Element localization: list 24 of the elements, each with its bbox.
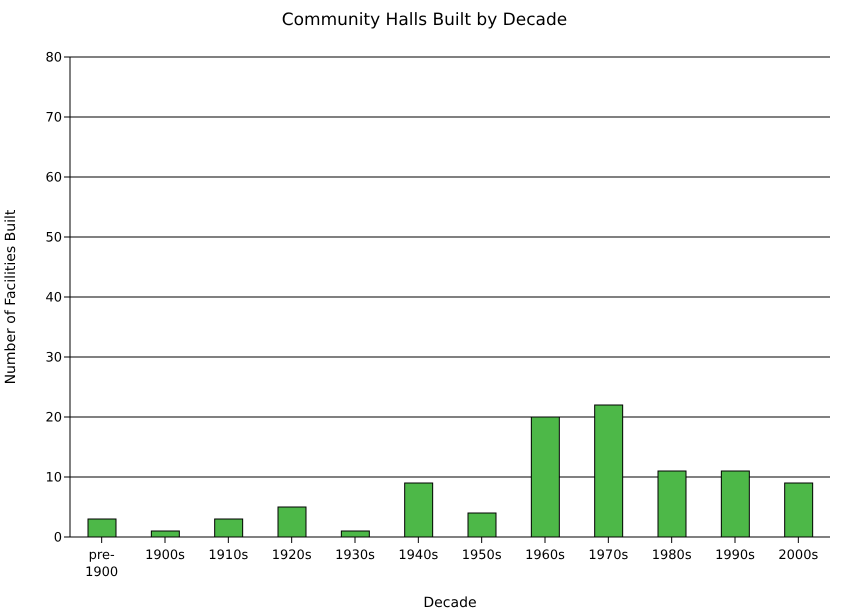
x-tick-label: 1920s [272, 548, 312, 563]
x-tick-label: pre-1900 [85, 548, 118, 580]
x-tick-label: 1970s [588, 548, 628, 563]
y-axis-title: Number of Facilities Built [2, 209, 19, 384]
x-tick-label: 1910s [208, 548, 248, 563]
y-tick-label: 70 [45, 110, 62, 126]
x-tick-label: 1950s [462, 548, 502, 563]
y-tick-label: 40 [45, 290, 62, 306]
x-axis-title: Decade [423, 595, 477, 611]
y-tick-label: 10 [45, 470, 62, 486]
y-tick-label: 60 [45, 170, 62, 186]
x-tick-label: 1930s [335, 548, 376, 563]
x-tick-label: 1960s [525, 548, 566, 563]
x-tick-label: 1940s [398, 548, 438, 563]
x-tick-label: 1900s [145, 548, 186, 563]
y-tick-label: 50 [45, 230, 62, 246]
x-tick-label: 1990s [715, 548, 756, 563]
y-tick-label: 0 [54, 530, 62, 546]
y-tick-label: 80 [45, 50, 62, 66]
chart-title: Community Halls Built by Decade [280, 10, 568, 30]
x-tick-label: 2000s [778, 548, 818, 563]
y-tick-label: 30 [45, 350, 62, 366]
x-tick-label: 1980s [652, 548, 692, 563]
y-tick-label: 20 [45, 410, 62, 426]
